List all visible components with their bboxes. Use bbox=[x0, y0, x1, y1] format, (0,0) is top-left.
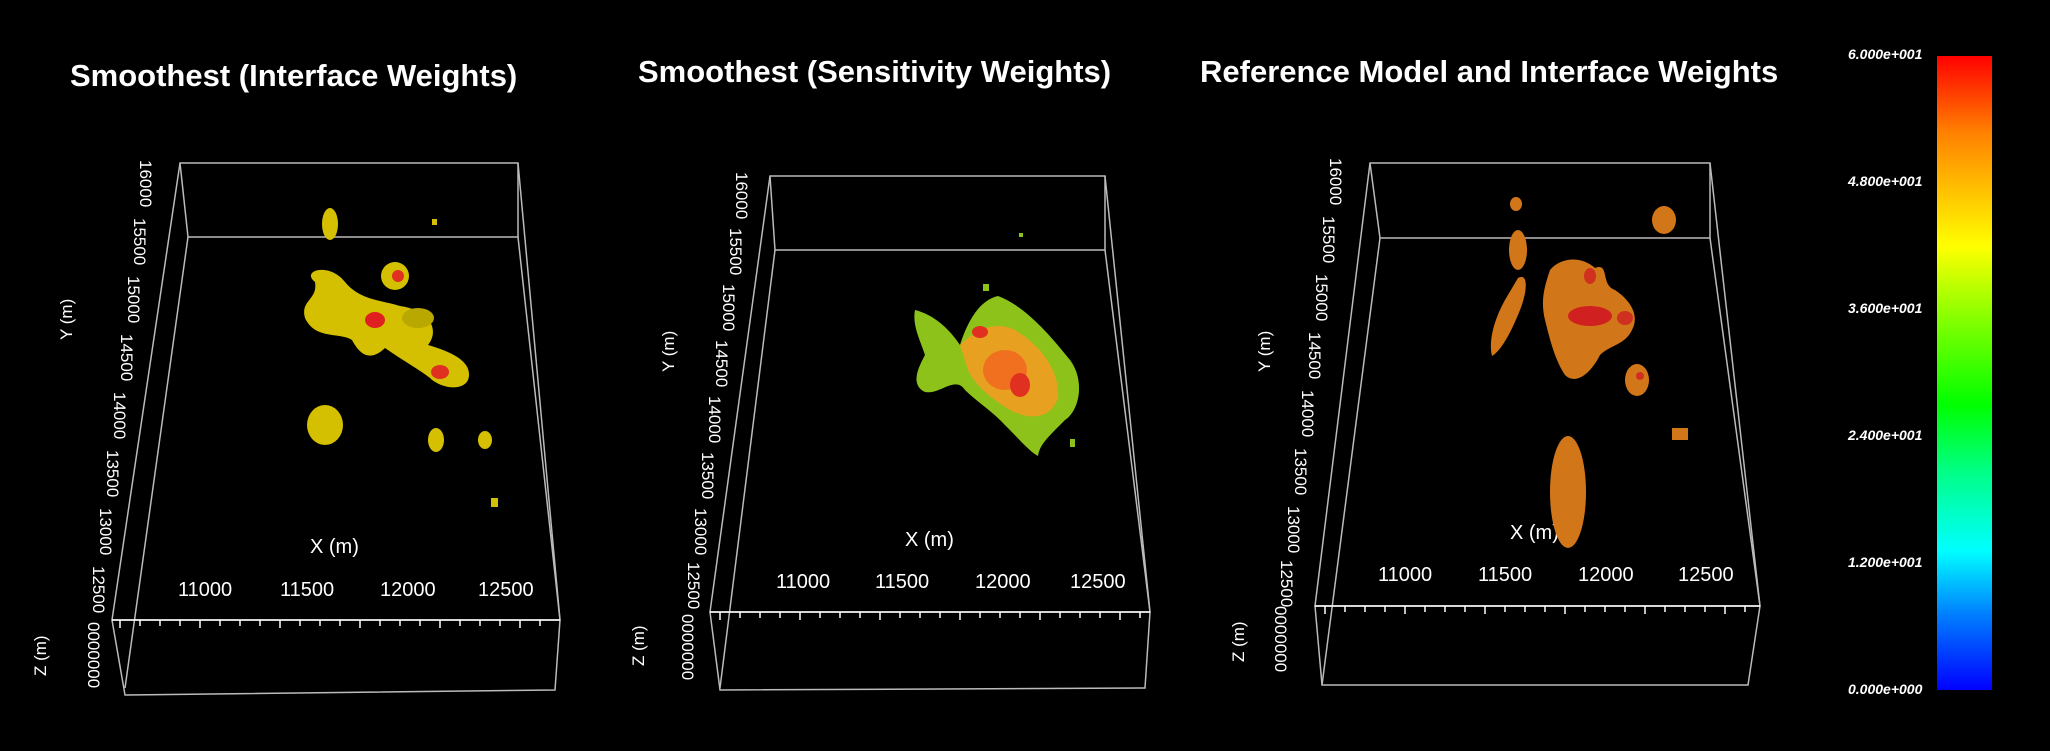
panel-2-y-tick: 12500 bbox=[684, 562, 703, 609]
panel-2-x-tick: 12000 bbox=[975, 571, 1031, 593]
panel-3-y-tick: 15000 bbox=[1312, 274, 1331, 321]
panel-2-y-tick: 14000 bbox=[705, 396, 724, 443]
panel-2-z-tick: 0000000 bbox=[678, 614, 697, 680]
panel-3-title: Reference Model and Interface Weights bbox=[1200, 54, 1779, 89]
panel-1-y-tick: 14000 bbox=[110, 392, 129, 439]
panel-3-y-tick: 12500 bbox=[1277, 560, 1296, 607]
panel-2-x-axis-label: X (m) bbox=[905, 529, 954, 551]
panel-1-x-tick: 12000 bbox=[380, 579, 436, 601]
panel-3-x-tick: 12000 bbox=[1578, 564, 1634, 586]
panel-2-x-tick: 11000 bbox=[776, 571, 830, 593]
panel-3-x-tick: 11500 bbox=[1478, 564, 1532, 586]
panel-3-x-tick: 11000 bbox=[1378, 564, 1432, 586]
panel-3-y-tick: 13000 bbox=[1284, 506, 1303, 553]
colorbar-label: 0.000e+000 bbox=[1848, 681, 1923, 697]
panel-2-anomaly-bodies bbox=[914, 233, 1080, 456]
panel-2-z-axis-label: Z (m) bbox=[629, 625, 648, 666]
panel-3-z-tick: 0000000 bbox=[1271, 606, 1290, 672]
panel-3-y-tick: 13500 bbox=[1291, 448, 1310, 495]
panel-3-z-axis-label: Z (m) bbox=[1229, 621, 1248, 662]
panel-1-y-tick: 14500 bbox=[117, 334, 136, 381]
colorbar-label: 3.600e+001 bbox=[1848, 300, 1923, 316]
colorbar-label: 1.200e+001 bbox=[1848, 554, 1923, 570]
panel-3-x-tick: 12500 bbox=[1678, 564, 1734, 586]
panel-2-plot: 11000 11500 12000 12500 X (m) 16000 1550… bbox=[629, 172, 1151, 691]
colorbar-label: 4.800e+001 bbox=[1848, 173, 1923, 189]
panel-3-anomaly-bodies bbox=[1490, 197, 1688, 548]
panel-2-y-tick: 14500 bbox=[712, 340, 731, 387]
panel-3-x-axis-label: X (m) bbox=[1510, 522, 1559, 544]
panel-1-y-tick: 15500 bbox=[130, 218, 149, 265]
panel-1-y-tick: 13500 bbox=[103, 450, 122, 497]
panel-1-x-tick: 12500 bbox=[478, 579, 534, 601]
panel-1-x-tick: 11000 bbox=[178, 579, 232, 601]
panel-2-x-tick: 12500 bbox=[1070, 571, 1126, 593]
panel-2-y-tick: 15000 bbox=[719, 284, 738, 331]
panel-1-y-tick: 16000 bbox=[136, 160, 155, 207]
panel-1-y-tick: 13000 bbox=[96, 508, 115, 555]
panel-1-x-axis-ticks bbox=[112, 619, 560, 628]
panel-3-y-tick: 16000 bbox=[1326, 158, 1345, 205]
panel-2-bounding-box bbox=[709, 175, 1151, 691]
colorbar-label: 2.400e+001 bbox=[1848, 427, 1923, 443]
panel-2-x-tick: 11500 bbox=[875, 571, 929, 593]
colorbar-gradient bbox=[1937, 56, 1992, 690]
panel-3-y-tick: 14000 bbox=[1298, 390, 1317, 437]
panel-3-plot: 11000 11500 12000 12500 X (m) 16000 1550… bbox=[1229, 158, 1761, 686]
panel-3-x-axis-ticks bbox=[1315, 605, 1760, 614]
panel-2-y-tick: 16000 bbox=[732, 172, 751, 219]
panel-1-y-tick: 15000 bbox=[124, 276, 143, 323]
panel-2-y-tick: 15500 bbox=[726, 228, 745, 275]
panel-1-x-tick: 11500 bbox=[280, 579, 334, 601]
panel-1-y-tick: 12500 bbox=[89, 566, 108, 613]
panel-2-x-axis-ticks bbox=[710, 611, 1150, 620]
panel-1-z-axis-label: Z (m) bbox=[31, 635, 50, 676]
panel-1-x-axis-label: X (m) bbox=[310, 536, 359, 558]
colorbar-label: 6.000e+001 bbox=[1848, 46, 1923, 62]
panel-1-anomaly-bodies bbox=[304, 208, 498, 507]
panel-3-y-tick: 14500 bbox=[1305, 332, 1324, 379]
panel-2-y-axis-label: Y (m) bbox=[659, 331, 678, 372]
panel-3-y-axis-label: Y (m) bbox=[1255, 331, 1274, 372]
panel-2-title: Smoothest (Sensitivity Weights) bbox=[638, 54, 1112, 89]
panel-1-y-axis-label: Y (m) bbox=[57, 299, 76, 340]
panel-3-bounding-box bbox=[1314, 162, 1761, 686]
panel-2-y-tick: 13500 bbox=[698, 452, 717, 499]
panel-1-plot: 11000 11500 12000 12500 X (m) 16000 1550… bbox=[31, 160, 561, 696]
panel-3-y-tick: 15500 bbox=[1319, 216, 1338, 263]
panel-2-y-tick: 13000 bbox=[691, 508, 710, 555]
panel-1-z-tick: 0000000 bbox=[84, 622, 103, 688]
panel-1-title: Smoothest (Interface Weights) bbox=[70, 58, 518, 93]
panel-1-bounding-box bbox=[111, 162, 561, 696]
